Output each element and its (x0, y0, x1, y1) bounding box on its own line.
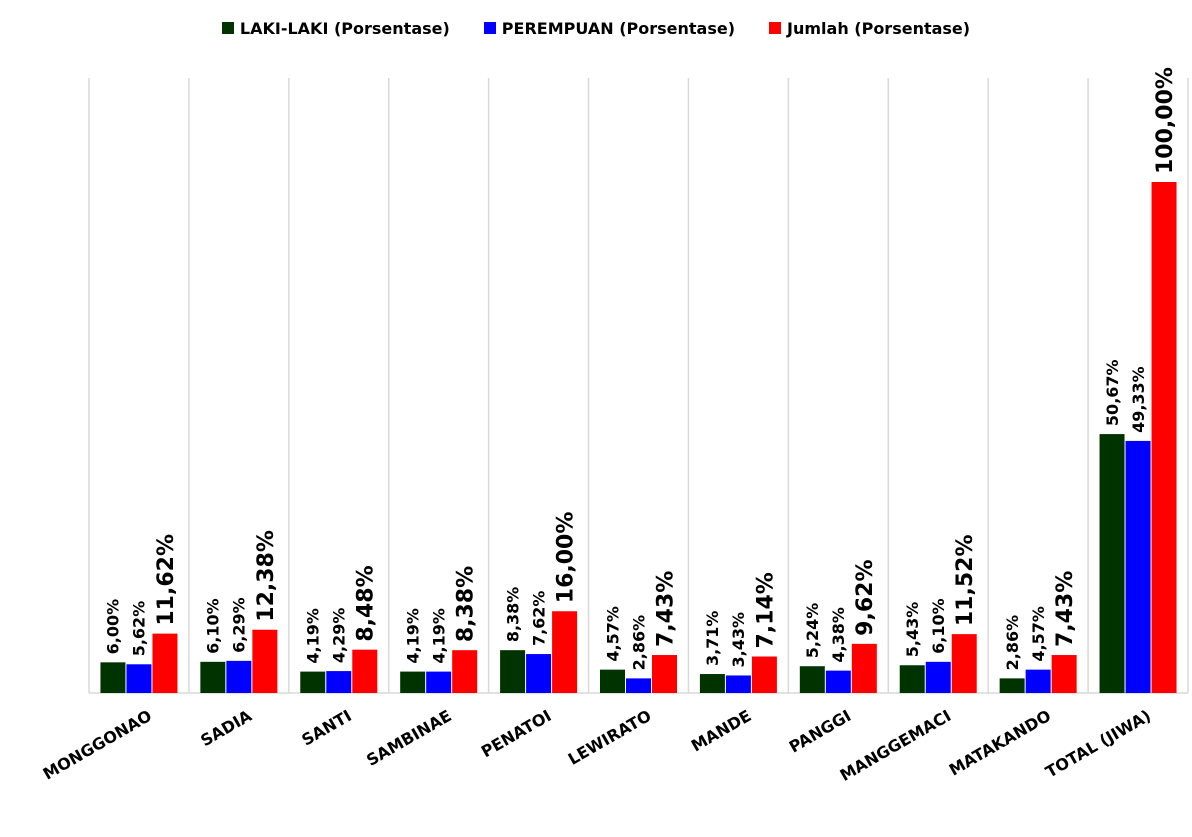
value-label-2-2: 8,48% (354, 565, 379, 641)
bar-3-2 (452, 650, 478, 693)
value-label-4-0: 8,38% (503, 587, 522, 643)
legend-label-laki-laki: LAKI-LAKI (Porsentase) (239, 18, 450, 38)
bar-8-0 (899, 665, 925, 693)
legend-label-jumlah: Jumlah (Porsentase) (787, 18, 971, 38)
value-label-1-1: 6,29% (230, 597, 249, 653)
value-label-5-0: 4,57% (603, 606, 622, 662)
bar-2-2 (352, 649, 378, 693)
bar-9-1 (1025, 669, 1051, 693)
bar-group (100, 182, 1177, 693)
category-label-4: PENATOI (478, 706, 555, 761)
value-label-6-2: 7,14% (753, 572, 778, 648)
category-label-10: TOTAL (JIWA) (1042, 706, 1154, 782)
bar-7-1 (825, 670, 851, 693)
bar-8-2 (951, 634, 977, 693)
category-label-0: MONGGONAO (40, 706, 155, 784)
bar-2-1 (326, 671, 352, 693)
bar-7-2 (851, 643, 877, 693)
category-label-8: MANGGEMACI (837, 706, 955, 785)
bar-5-2 (652, 655, 677, 693)
value-label-10-1: 49,33% (1129, 366, 1148, 433)
category-label-1: SADIA (197, 706, 255, 751)
value-label-3-1: 4,19% (429, 608, 448, 664)
bar-4-1 (526, 654, 552, 693)
bar-6-0 (699, 674, 725, 693)
value-label-4-1: 7,62% (529, 591, 548, 647)
bar-9-0 (999, 678, 1025, 693)
value-label-8-1: 6,10% (929, 598, 948, 654)
value-label-10-2: 100,00% (1153, 67, 1178, 174)
legend-item-laki-laki: LAKI-LAKI (Porsentase) (221, 18, 450, 38)
category-label-3: SAMBINAE (363, 706, 455, 770)
value-label-9-0: 2,86% (1003, 615, 1022, 671)
value-label-5-1: 2,86% (629, 615, 648, 671)
value-label-7-1: 4,38% (829, 607, 848, 663)
bar-1-0 (200, 661, 226, 693)
value-label-7-0: 5,24% (803, 603, 822, 659)
bar-2-0 (300, 671, 326, 693)
bar-0-1 (126, 664, 152, 693)
legend-swatch-laki-laki (221, 22, 234, 34)
bar-5-0 (600, 669, 625, 693)
legend-item-jumlah: Jumlah (Porsentase) (769, 19, 970, 38)
bar-10-2 (1151, 182, 1177, 693)
value-label-9-1: 4,57% (1029, 606, 1048, 662)
legend-swatch-perempuan (483, 22, 496, 34)
bar-9-2 (1051, 655, 1077, 693)
value-label-8-2: 11,52% (953, 534, 978, 626)
value-label-4-2: 16,00% (554, 512, 579, 604)
bar-8-1 (925, 661, 951, 693)
value-label-3-2: 8,38% (454, 566, 479, 642)
legend-swatch-jumlah (769, 22, 782, 34)
category-label-2: SANTI (298, 706, 354, 750)
bar-4-0 (500, 650, 526, 693)
legend: LAKI-LAKI (Porsentase) PEREMPUAN (Porsen… (0, 14, 1192, 42)
category-label-5: LEWIRATO (565, 706, 655, 769)
bar-5-1 (626, 678, 651, 693)
bar-1-2 (252, 629, 278, 693)
value-label-0-1: 5,62% (130, 601, 149, 657)
value-label-5-2: 7,43% (653, 571, 678, 647)
bar-0-0 (100, 662, 126, 693)
bar-0-2 (152, 633, 178, 693)
category-label-7: PANGGI (786, 706, 855, 757)
bar-3-1 (426, 671, 452, 693)
value-label-8-0: 5,43% (903, 602, 922, 658)
bar-1-1 (226, 660, 252, 693)
value-label-2-1: 4,29% (330, 608, 349, 664)
value-label-6-0: 3,71% (703, 611, 722, 667)
value-label-9-2: 7,43% (1053, 571, 1078, 647)
bar-10-1 (1125, 440, 1151, 693)
value-label-0-0: 6,00% (104, 599, 123, 655)
bar-7-0 (799, 666, 825, 693)
bar-6-2 (751, 656, 777, 693)
bar-10-0 (1099, 434, 1125, 693)
value-label-6-1: 3,43% (729, 612, 748, 668)
bar-3-0 (400, 671, 426, 693)
value-label-1-0: 6,10% (204, 598, 223, 654)
category-label-9: MATAKANDO (946, 706, 1054, 780)
value-label-0-2: 11,62% (154, 534, 179, 626)
category-label-group: MONGGONAO SADIA SANTI SAMBINAE PENATOI LEWIRA… (40, 706, 1154, 785)
value-label-2-0: 4,19% (304, 608, 323, 664)
legend-label-perempuan: PEREMPUAN (Porsentase) (501, 18, 736, 38)
value-label-7-2: 9,62% (853, 560, 878, 636)
value-label-10-0: 50,67% (1103, 359, 1122, 426)
value-label-group: 6,00% 5,62% 11,62% 6,10% 6,29% 12,38% 4,19% 4,2… (104, 67, 1178, 670)
value-label-3-0: 4,19% (403, 608, 422, 664)
category-label-6: MANDE (688, 706, 755, 755)
bar-4-2 (552, 611, 578, 693)
bar-6-1 (725, 675, 751, 693)
value-label-1-2: 12,38% (254, 530, 279, 622)
legend-item-perempuan: PEREMPUAN (Porsentase) (483, 18, 736, 38)
